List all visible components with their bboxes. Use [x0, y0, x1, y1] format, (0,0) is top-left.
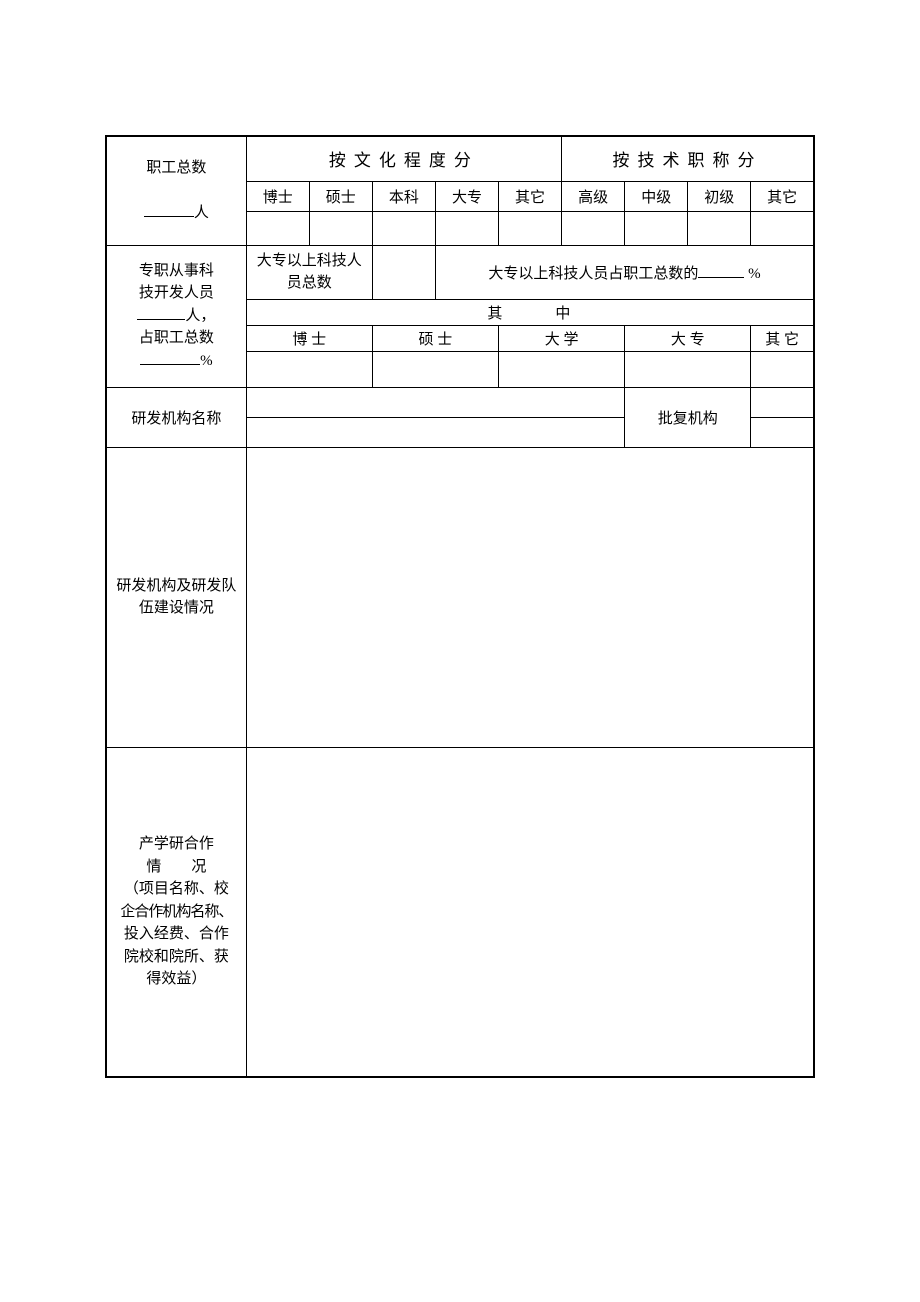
edu-val-4[interactable] — [499, 211, 562, 245]
title-col-other: 其它 — [751, 181, 814, 211]
approve-org-label: 批复机构 — [625, 387, 751, 447]
among-col-2: 大 学 — [499, 325, 625, 351]
among-val-1[interactable] — [372, 351, 498, 387]
edu-col-college: 大专 — [435, 181, 498, 211]
title-col-senior: 高级 — [562, 181, 625, 211]
among-col-0: 博 士 — [246, 325, 372, 351]
rd-org-team-label: 研发机构及研发队伍建设情况 — [106, 447, 246, 747]
among-col-3: 大 专 — [625, 325, 751, 351]
form-table: 职工总数 人 按文化程度分 按技术职称分 博士 硕士 本科 大专 其它 高级 中… — [105, 135, 815, 1078]
industry-academic-value[interactable] — [246, 747, 814, 1077]
edu-val-3[interactable] — [435, 211, 498, 245]
title-val-2[interactable] — [688, 211, 751, 245]
edu-val-1[interactable] — [309, 211, 372, 245]
edu-col-bachelor: 本科 — [372, 181, 435, 211]
rd-org-name-value-2[interactable] — [246, 417, 625, 447]
title-col-mid: 中级 — [625, 181, 688, 211]
among-val-3[interactable] — [625, 351, 751, 387]
title-header: 按技术职称分 — [562, 136, 814, 181]
title-col-junior: 初级 — [688, 181, 751, 211]
among-val-0[interactable] — [246, 351, 372, 387]
among-val-2[interactable] — [499, 351, 625, 387]
rd-org-name-label: 研发机构名称 — [106, 387, 246, 447]
education-header: 按文化程度分 — [246, 136, 561, 181]
among-val-4[interactable] — [751, 351, 814, 387]
tech-total-value[interactable] — [372, 245, 435, 299]
rd-org-team-value[interactable] — [246, 447, 814, 747]
among-col-1: 硕 士 — [372, 325, 498, 351]
approve-org-value-1[interactable] — [751, 387, 814, 417]
edu-val-0[interactable] — [246, 211, 309, 245]
edu-col-other: 其它 — [499, 181, 562, 211]
edu-col-master: 硕士 — [309, 181, 372, 211]
edu-col-doctor: 博士 — [246, 181, 309, 211]
title-val-1[interactable] — [625, 211, 688, 245]
among-col-4: 其 它 — [751, 325, 814, 351]
title-val-0[interactable] — [562, 211, 625, 245]
title-val-3[interactable] — [751, 211, 814, 245]
edu-val-2[interactable] — [372, 211, 435, 245]
approve-org-value-2[interactable] — [751, 417, 814, 447]
tech-pct-cell: 大专以上科技人员占职工总数的 % — [435, 245, 814, 299]
employee-total-label: 职工总数 人 — [106, 136, 246, 245]
tech-total-label: 大专以上科技人员总数 — [246, 245, 372, 299]
rd-staff-label: 专职从事科 技开发人员 人， 占职工总数 % — [106, 245, 246, 387]
rd-org-name-value-1[interactable] — [246, 387, 625, 417]
among-header: 其 中 — [246, 299, 814, 325]
industry-academic-label: 产学研合作 情 况 （项目名称、校 企合作机构名称、 投入经费、合作 院校和院所… — [106, 747, 246, 1077]
